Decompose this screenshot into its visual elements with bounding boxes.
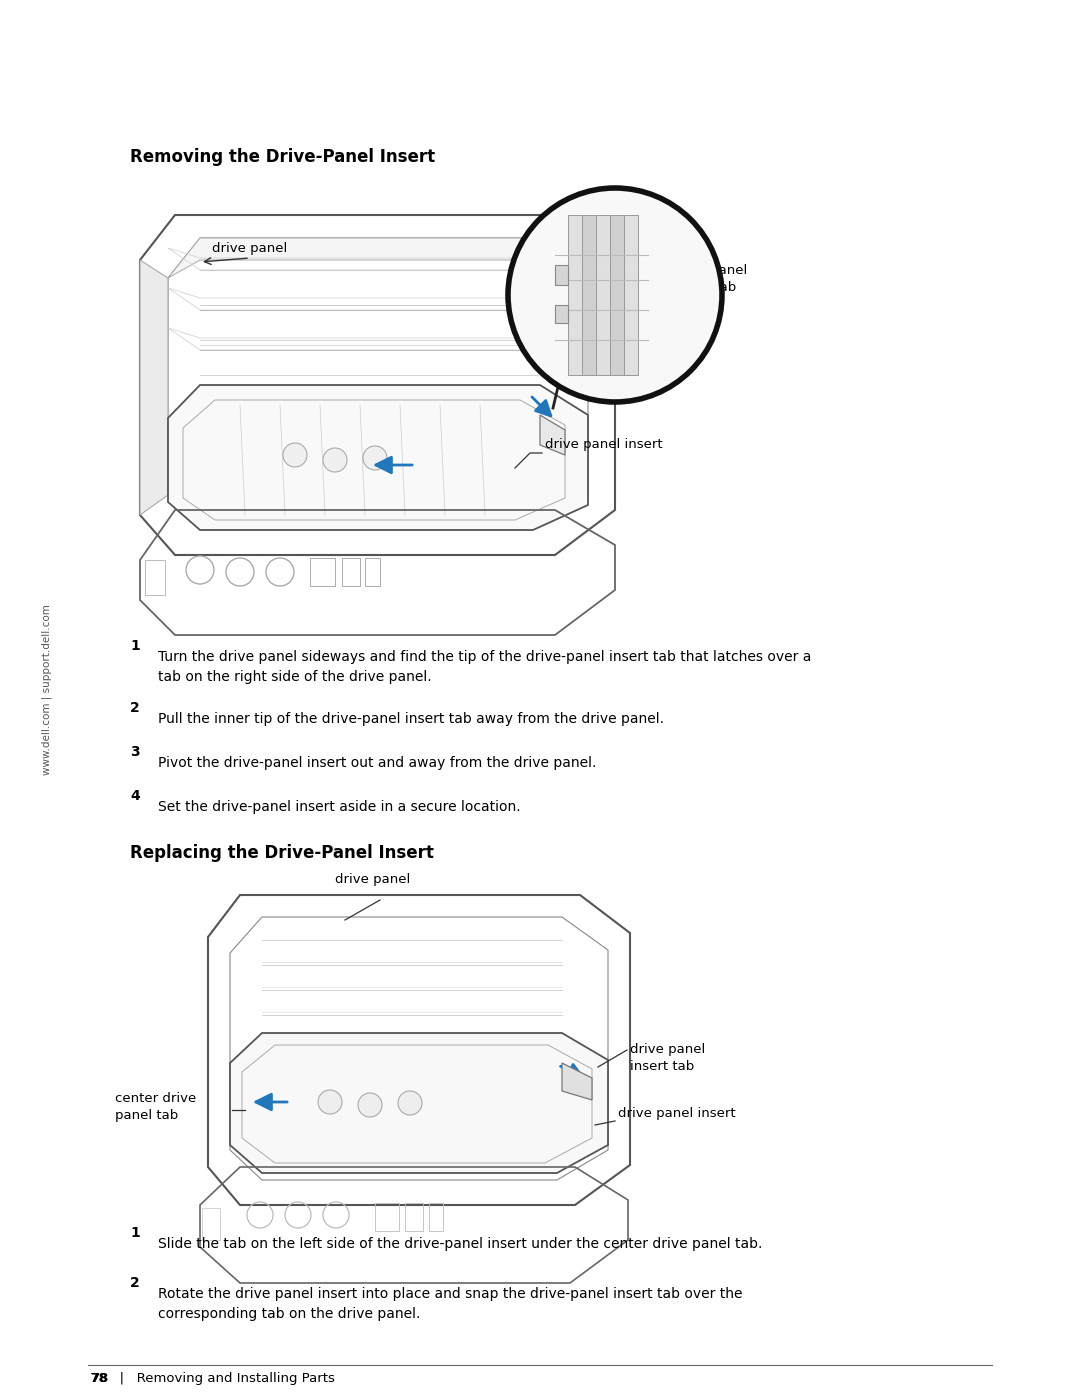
Polygon shape: [568, 215, 582, 374]
Text: drive panel: drive panel: [335, 873, 410, 886]
Circle shape: [283, 443, 307, 467]
Text: drive panel insert: drive panel insert: [545, 439, 663, 451]
Text: Removing the Drive-Panel Insert: Removing the Drive-Panel Insert: [130, 148, 435, 166]
Text: drive panel
insert tab: drive panel insert tab: [672, 264, 747, 293]
Text: 2: 2: [130, 701, 139, 715]
Text: 78   |   Removing and Installing Parts: 78 | Removing and Installing Parts: [90, 1372, 335, 1384]
Polygon shape: [140, 260, 168, 515]
Polygon shape: [562, 1063, 592, 1099]
Text: 3: 3: [130, 745, 139, 759]
Circle shape: [357, 1092, 382, 1118]
Circle shape: [399, 1091, 422, 1115]
Circle shape: [323, 448, 347, 472]
Text: Rotate the drive panel insert into place and snap the drive-panel insert tab ove: Rotate the drive panel insert into place…: [158, 1287, 743, 1301]
Polygon shape: [168, 386, 588, 529]
Text: 78: 78: [90, 1372, 108, 1384]
Polygon shape: [555, 265, 568, 285]
Text: 1: 1: [130, 1227, 139, 1241]
Text: 1: 1: [130, 638, 139, 652]
Text: center drive
panel tab: center drive panel tab: [114, 1092, 197, 1122]
Polygon shape: [582, 215, 596, 374]
Text: drive panel
insert tab: drive panel insert tab: [630, 1044, 705, 1073]
Text: Slide the tab on the left side of the drive-panel insert under the center drive : Slide the tab on the left side of the dr…: [158, 1236, 762, 1250]
Text: tab on the right side of the drive panel.: tab on the right side of the drive panel…: [158, 671, 432, 685]
Text: drive panel insert: drive panel insert: [618, 1106, 735, 1120]
Polygon shape: [596, 215, 610, 374]
Circle shape: [508, 189, 723, 402]
Text: 4: 4: [130, 789, 139, 803]
Circle shape: [363, 446, 387, 469]
Text: drive panel: drive panel: [212, 242, 287, 256]
Polygon shape: [610, 215, 624, 374]
Polygon shape: [540, 415, 565, 455]
Polygon shape: [555, 305, 568, 323]
Text: Turn the drive panel sideways and find the tip of the drive-panel insert tab tha: Turn the drive panel sideways and find t…: [158, 650, 811, 664]
Circle shape: [318, 1090, 342, 1113]
Text: Set the drive-panel insert aside in a secure location.: Set the drive-panel insert aside in a se…: [158, 800, 521, 814]
Polygon shape: [230, 1032, 608, 1173]
Polygon shape: [168, 237, 588, 278]
Text: 2: 2: [130, 1275, 139, 1289]
Polygon shape: [624, 215, 638, 374]
Text: corresponding tab on the drive panel.: corresponding tab on the drive panel.: [158, 1308, 420, 1322]
Text: Pull the inner tip of the drive-panel insert tab away from the drive panel.: Pull the inner tip of the drive-panel in…: [158, 712, 664, 726]
Text: Pivot the drive-panel insert out and away from the drive panel.: Pivot the drive-panel insert out and awa…: [158, 756, 596, 770]
Text: www.dell.com | support.dell.com: www.dell.com | support.dell.com: [42, 605, 52, 775]
Text: Replacing the Drive-Panel Insert: Replacing the Drive-Panel Insert: [130, 844, 434, 862]
